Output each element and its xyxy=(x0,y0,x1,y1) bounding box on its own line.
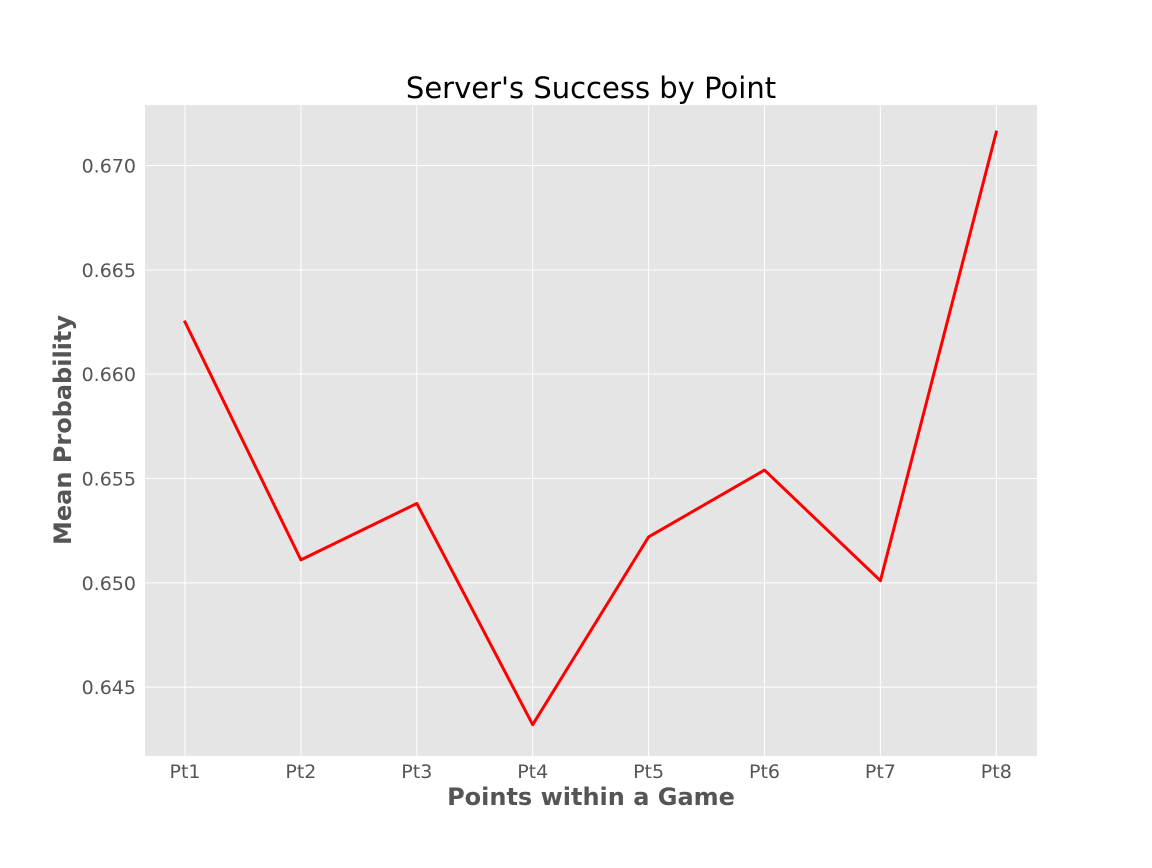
x-tick-label: Pt1 xyxy=(170,761,201,783)
x-tick-label: Pt5 xyxy=(633,761,664,783)
x-axis-label: Points within a Game xyxy=(447,783,735,811)
y-axis-label: Mean Probability xyxy=(49,315,77,545)
chart-title: Server's Success by Point xyxy=(406,71,776,105)
series-line xyxy=(182,130,999,727)
x-tick-label: Pt6 xyxy=(749,761,780,783)
y-tick-label: 0.665 xyxy=(82,260,136,282)
x-tick-label: Pt3 xyxy=(401,761,432,783)
x-tick-label: Pt7 xyxy=(865,761,896,783)
series-layer xyxy=(182,130,999,727)
plot-area xyxy=(145,105,1037,756)
y-tick-label: 0.655 xyxy=(82,468,136,490)
y-tick-label: 0.660 xyxy=(82,364,136,386)
y-tick-label: 0.645 xyxy=(82,677,136,699)
y-tick-label: 0.670 xyxy=(82,156,136,178)
grid-lines xyxy=(145,105,1037,756)
tick-labels: Pt1 Pt2 Pt3 Pt4 Pt5 Pt6 Pt7 Pt8 0.645 0.650 0.655 0… xyxy=(82,156,1012,783)
x-tick-label: Pt4 xyxy=(517,761,548,783)
y-tick-label: 0.650 xyxy=(82,573,136,595)
x-tick-label: Pt8 xyxy=(981,761,1012,783)
x-tick-label: Pt2 xyxy=(285,761,316,783)
